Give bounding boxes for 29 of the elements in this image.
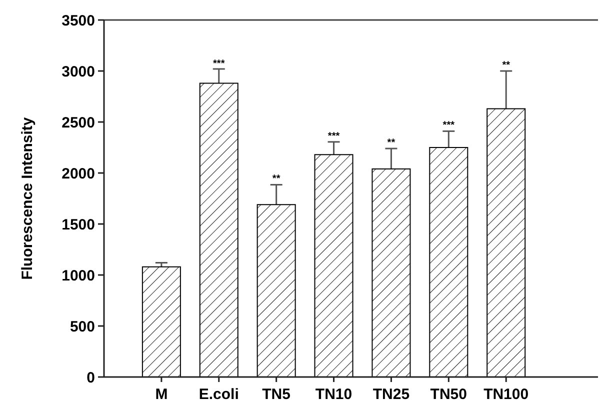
x-tick-label: M [155,386,168,403]
bar [486,108,526,378]
bar [142,266,181,378]
y-tick-label: 1500 [62,216,95,234]
x-tick-label: TN50 [430,386,467,403]
y-tick-label: 500 [70,318,95,336]
annotation: ** [272,174,280,185]
annotation: *** [328,130,340,142]
y-axis-title: Fluorescence Intensity [19,116,36,280]
x-tick-label: TN5 [262,386,290,403]
bar [314,154,354,378]
annotation: ** [387,138,396,149]
bar [429,147,468,378]
y-tick-label: 3000 [62,63,95,80]
x-tick-label: E.coli [198,386,239,403]
annotation: ** [502,60,510,71]
y-tick-label: 3500 [62,12,95,30]
y-tick-label: 2000 [62,165,95,182]
x-tick-label: TN25 [372,386,410,403]
x-tick-label: TN10 [315,386,352,403]
y-tick-label: 2500 [62,114,95,132]
annotation: *** [442,120,455,132]
bar [199,82,238,378]
bar [372,168,411,378]
x-tick-label: TN100 [484,386,529,403]
annotation: *** [213,58,225,70]
y-tick-label: 1000 [62,267,95,284]
y-tick-label: 0 [86,369,95,386]
bar [256,204,296,378]
